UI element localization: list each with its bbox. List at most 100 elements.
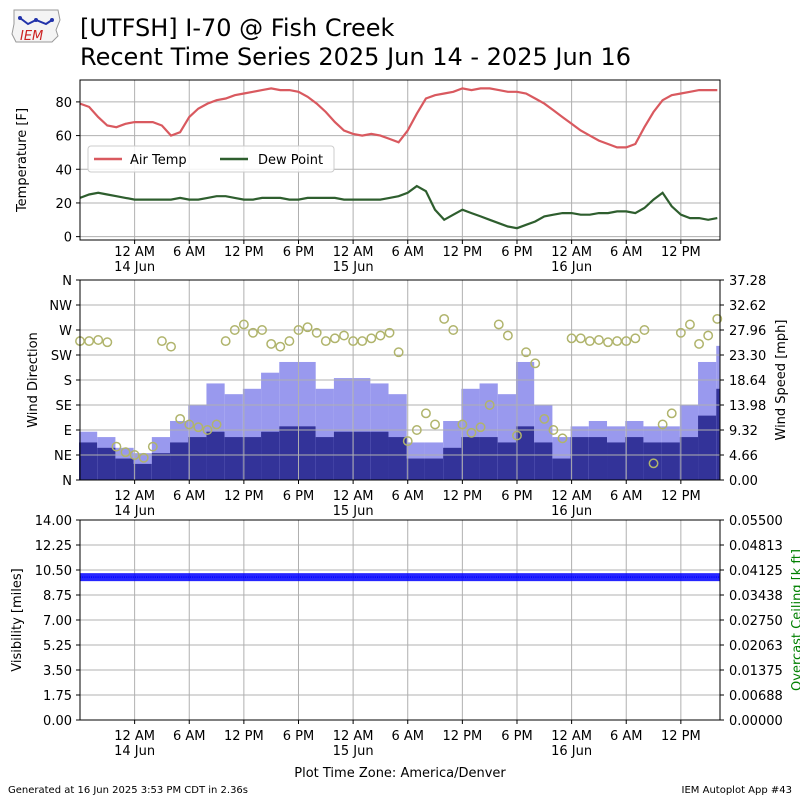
- wind-speed-bar: [607, 442, 626, 480]
- y-tick-label: 20: [55, 197, 72, 212]
- wind-direction-marker: [593, 335, 604, 345]
- wind-direction-marker: [666, 408, 677, 419]
- direction-tick-label: N: [62, 474, 72, 489]
- x-tick-label: 6 PM: [283, 245, 314, 260]
- wind-direction-marker: [320, 336, 331, 347]
- x-tick-label: 6 AM: [610, 245, 643, 260]
- wind-direction-marker: [147, 441, 158, 452]
- wind-direction-marker: [685, 319, 695, 330]
- wind-direction-marker: [612, 336, 623, 347]
- x-tick-label: 12 PM: [442, 729, 482, 744]
- wind-speed-bar: [497, 442, 516, 480]
- wind-direction-marker: [657, 419, 668, 430]
- iowa-outline-icon: [11, 9, 61, 43]
- ceiling-tick-label: 0.00688: [729, 689, 783, 704]
- wind-direction-marker: [521, 347, 532, 358]
- logo-text: IEM: [20, 29, 43, 44]
- wind-speed-bar: [424, 458, 444, 480]
- iem-logo: IEM: [11, 9, 61, 44]
- wind-direction-marker: [257, 325, 268, 335]
- temperature-y-label: Temperature [F]: [15, 108, 30, 213]
- x-tick-date-label: 14 Jun: [114, 504, 155, 519]
- direction-tick-label: NE: [54, 449, 72, 464]
- speed-tick-label: 32.62: [729, 299, 766, 314]
- visibility-tick-label: 5.25: [43, 639, 72, 654]
- wind-speed-bar: [570, 437, 589, 480]
- x-tick-label: 12 AM: [114, 245, 155, 260]
- page-title-line2: Recent Time Series 2025 Jun 14 - 2025 Ju…: [80, 43, 632, 71]
- ceiling-tick-label: 0.03438: [729, 589, 783, 604]
- wind-direction-marker: [539, 413, 550, 424]
- direction-tick-label: SE: [56, 399, 72, 414]
- x-tick-label: 6 PM: [283, 489, 314, 504]
- wind-direction-marker: [703, 330, 714, 341]
- wind-direction-marker: [384, 327, 395, 338]
- x-tick-date-label: 16 Jun: [551, 744, 592, 759]
- ceiling-tick-label: 0.04813: [729, 539, 783, 554]
- x-tick-label: 6 AM: [391, 489, 424, 504]
- wind-direction-marker: [530, 358, 541, 369]
- visibility-tick-label: 8.75: [43, 589, 72, 604]
- x-tick-date-label: 14 Jun: [114, 744, 155, 759]
- x-tick-date-label: 15 Jun: [333, 260, 374, 275]
- direction-tick-label: NW: [49, 299, 72, 314]
- air-temp-line: [79, 87, 718, 149]
- x-tick-label: 6 PM: [501, 729, 532, 744]
- wind-speed-bar: [206, 431, 225, 480]
- x-tick-label: 12 AM: [333, 245, 374, 260]
- visibility-tick-label: 14.00: [35, 514, 72, 529]
- x-tick-label: 6 PM: [501, 489, 532, 504]
- logo-node-icon: [50, 18, 54, 22]
- wind-speed-bar: [224, 437, 243, 480]
- x-tick-label: 12 AM: [114, 729, 155, 744]
- wind-direction-marker: [411, 425, 422, 435]
- legend-box: [87, 145, 335, 173]
- x-tick-label: 12 PM: [661, 729, 701, 744]
- wind-direction-label: Wind Direction: [26, 332, 41, 428]
- app-note: IEM Autoplot App #43: [681, 785, 792, 796]
- visibility-tick-label: 7.00: [43, 614, 72, 629]
- wind-direction-marker: [548, 425, 559, 435]
- ceiling-tick-label: 0.00000: [729, 714, 783, 729]
- wind-speed-bar: [515, 426, 535, 480]
- wind-speed-bar: [97, 447, 116, 480]
- wind-speed-ticks: 0.00 4.66 9.32 13.98 18.64 23.30 27.96 32.62 37.…: [720, 274, 766, 489]
- ceiling-tick-label: 0.04125: [729, 564, 783, 579]
- wind-direction-marker: [466, 427, 477, 438]
- wind-speed-bar: [188, 437, 207, 480]
- logo-node-icon: [34, 18, 38, 22]
- x-tick-label: 6 PM: [501, 245, 532, 260]
- ceiling-y-label: Overcast Ceiling [k ft]: [790, 549, 800, 691]
- visibility-panel: 0.001.753.505.257.008.7510.5012.2514.00 …: [10, 514, 800, 781]
- ceiling-tick-label: 0.02063: [729, 639, 783, 654]
- wind-direction-marker: [266, 338, 277, 349]
- legend-dew-point-label: Dew Point: [258, 153, 323, 168]
- speed-tick-label: 9.32: [729, 424, 758, 439]
- ceiling-tick-label: 0.02750: [729, 614, 783, 629]
- wind-direction-marker: [430, 419, 440, 430]
- wind-direction-marker: [275, 341, 286, 352]
- wind-direction-marker: [648, 458, 659, 469]
- visibility-series: [80, 573, 720, 582]
- wind-direction-marker: [375, 330, 386, 341]
- y-tick-label: 40: [55, 163, 72, 178]
- visibility-y-ticks: 0.00 1.75 3.50 5.25 7.00 8.75 10.50 12.25 14.00: [35, 514, 80, 729]
- wind-speed-bar: [625, 437, 644, 480]
- temperature-legend: Air Temp Dew Point: [87, 145, 335, 173]
- temperature-y-ticks: 0 20 40 60 80: [55, 96, 80, 246]
- wind-direction-marker: [357, 336, 368, 347]
- x-tick-label: 12 PM: [224, 729, 264, 744]
- wind-direction-marker: [694, 338, 705, 349]
- wind-direction-marker: [557, 433, 568, 444]
- x-tick-label: 12 AM: [551, 729, 592, 744]
- wind-direction-marker: [603, 337, 613, 348]
- wind-direction-marker: [329, 333, 340, 344]
- wind-bars: [79, 345, 720, 480]
- wind-direction-marker: [84, 336, 95, 347]
- wind-direction-marker: [220, 336, 231, 347]
- wind-speed-bar: [679, 437, 699, 480]
- direction-tick-label: E: [64, 424, 72, 439]
